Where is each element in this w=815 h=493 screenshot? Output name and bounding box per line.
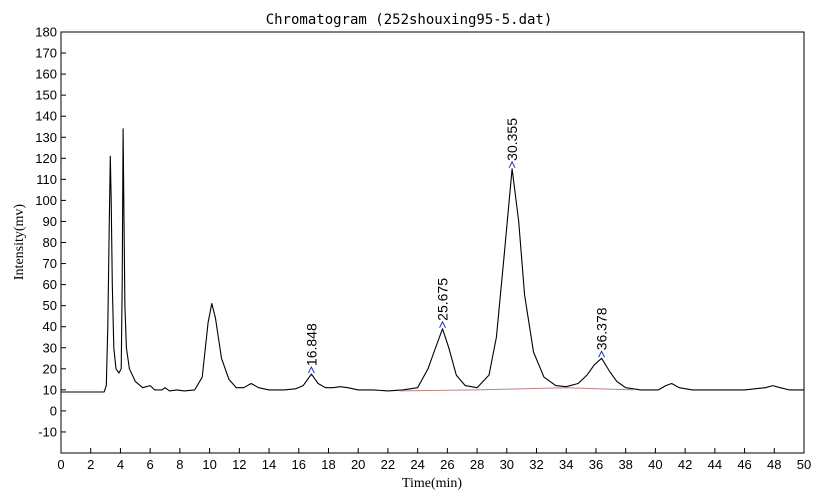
peak-label: 16.848: [303, 323, 319, 366]
chart-title: Chromatogram (252shouxing95-5.dat): [266, 12, 553, 28]
x-tick-label: 8: [176, 457, 183, 472]
baseline-trace: [399, 387, 634, 392]
peak-labels: 16.848 25.675 30.355 36.378: [303, 118, 610, 374]
x-axis-ticks: 0 2 4 6 8 10 12 14 16 18 20 22 24 26 28 30 32 34 36 38 40 42 4…: [57, 448, 811, 472]
x-tick-label: 40: [648, 457, 662, 472]
x-tick-label: 50: [797, 457, 811, 472]
x-tick-label: 26: [440, 457, 454, 472]
peak-marker: [439, 320, 446, 329]
x-tick-label: 2: [87, 457, 94, 472]
x-tick-label: 30: [500, 457, 514, 472]
y-tick-label: 160: [35, 67, 57, 82]
x-tick-label: 36: [589, 457, 603, 472]
peak-marker: [307, 365, 315, 374]
peak-label: 36.378: [594, 307, 610, 350]
y-tick-label: 20: [43, 361, 57, 376]
y-tick-label: 0: [50, 403, 57, 418]
x-tick-label: 42: [678, 457, 692, 472]
y-axis-ticks: -10 0 10 20 30 40 50 60 70 80 90 100 110 120 130 140 150…: [35, 25, 66, 439]
y-tick-label: 170: [35, 46, 57, 61]
y-tick-label: 60: [43, 277, 57, 292]
y-tick-label: 100: [35, 193, 57, 208]
y-tick-label: 30: [43, 340, 57, 355]
x-tick-label: 10: [202, 457, 216, 472]
y-tick-label: 140: [35, 109, 57, 124]
y-tick-label: -10: [38, 424, 57, 439]
y-tick-label: 130: [35, 130, 57, 145]
series-layer: [61, 128, 804, 393]
x-tick-label: 6: [147, 457, 154, 472]
x-tick-label: 34: [559, 457, 573, 472]
x-tick-label: 46: [737, 457, 751, 472]
x-tick-label: 20: [351, 457, 365, 472]
y-tick-label: 80: [43, 235, 57, 250]
y-tick-label: 90: [43, 214, 57, 229]
y-tick-label: 180: [35, 25, 57, 40]
x-tick-label: 12: [232, 457, 246, 472]
y-tick-label: 150: [35, 88, 57, 103]
x-tick-label: 16: [292, 457, 306, 472]
x-tick-label: 32: [529, 457, 543, 472]
y-tick-label: 10: [43, 382, 57, 397]
peak-label: 25.675: [435, 278, 451, 321]
x-tick-label: 14: [262, 457, 276, 472]
x-tick-label: 24: [410, 457, 424, 472]
x-tick-label: 0: [57, 457, 64, 472]
x-axis-title: Time(min): [402, 476, 462, 491]
signal-trace: [61, 128, 804, 393]
x-tick-label: 4: [117, 457, 124, 472]
peak-label: 30.355: [504, 118, 520, 161]
y-tick-label: 50: [43, 298, 57, 313]
y-tick-label: 70: [43, 256, 57, 271]
y-tick-label: 110: [36, 172, 57, 187]
x-tick-label: 18: [321, 457, 335, 472]
peak-marker: [508, 160, 516, 169]
x-tick-label: 44: [708, 457, 722, 472]
x-tick-label: 48: [767, 457, 781, 472]
peak-marker: [598, 350, 606, 358]
x-tick-label: 22: [381, 457, 395, 472]
y-axis-title: Intensity(mv): [12, 204, 27, 281]
x-tick-label: 38: [618, 457, 632, 472]
y-tick-label: 120: [35, 151, 57, 166]
x-tick-label: 28: [470, 457, 484, 472]
y-tick-label: 40: [43, 319, 57, 334]
